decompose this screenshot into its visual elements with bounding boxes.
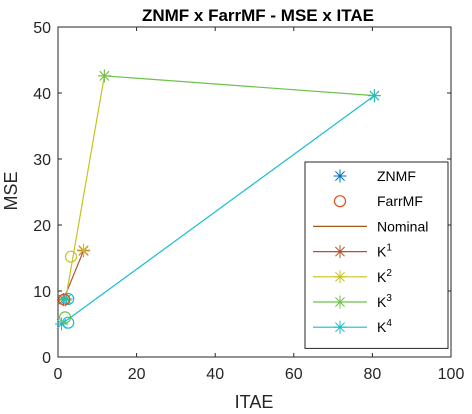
series-line-k4	[61, 95, 375, 325]
axes-box	[57, 26, 452, 358]
y-tick-label: 30	[33, 152, 51, 169]
legend: ZNMF FarrMF Nominal K1 K2 K3 K4	[304, 161, 449, 349]
x-tick-label: 40	[206, 366, 224, 383]
series-point-k4	[367, 89, 381, 103]
legend-circle-marker	[333, 195, 347, 208]
legend-label: K2	[377, 268, 392, 285]
x-tick-label: 80	[364, 366, 382, 383]
circle-marker	[58, 293, 71, 306]
legend-star-marker	[333, 245, 347, 259]
legend-label: FarrMF	[377, 193, 423, 209]
series-line-k2	[64, 75, 105, 301]
legend-star-marker	[333, 295, 347, 309]
legend-label: K1	[377, 243, 392, 260]
legend-star-marker	[333, 169, 347, 183]
y-axis-label: MSE	[1, 171, 21, 210]
plot-area: 0 20 40 60 80 100 0 10 20 30 40 50	[33, 20, 464, 383]
circle-marker	[64, 250, 78, 263]
y-tick-label: 20	[33, 218, 51, 235]
legend-star-marker	[333, 320, 347, 334]
series-point-k3	[97, 69, 111, 83]
series-point-k4	[55, 317, 69, 331]
x-tick-label: 0	[54, 366, 63, 383]
y-tick-label: 40	[33, 86, 51, 103]
legend-box	[304, 161, 449, 349]
y-tick-label: 0	[42, 350, 51, 367]
legend-label: K3	[377, 293, 392, 310]
circle-marker	[62, 292, 75, 306]
series-point-k2	[77, 243, 91, 257]
legend-label: K4	[377, 318, 392, 335]
series-line-k3	[104, 75, 375, 97]
legend-label: ZNMF	[377, 168, 416, 184]
legend-star-marker	[333, 270, 347, 284]
y-tick-label: 10	[33, 284, 51, 301]
y-tick-label: 50	[33, 20, 51, 37]
x-tick-label: 60	[285, 366, 303, 383]
circle-marker	[58, 311, 72, 324]
chart-title: ZNMF x FarrMF - MSE x ITAE	[142, 6, 374, 25]
x-tick-label: 20	[128, 366, 146, 383]
legend-label: Nominal	[377, 218, 428, 234]
x-axis-label: ITAE	[235, 392, 274, 412]
x-tick-label: 100	[438, 366, 465, 383]
